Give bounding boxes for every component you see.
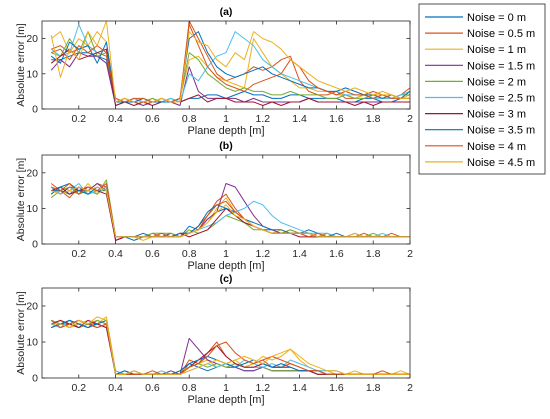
x-tick-label: 0.6 [145, 248, 160, 260]
series-group [50, 316, 410, 375]
x-tick-label: 1.6 [329, 248, 344, 260]
y-tick-label: 20 [26, 167, 38, 179]
y-axis-label: Absolute error [m] [15, 23, 27, 107]
x-tick-label: 0.6 [145, 382, 160, 394]
y-axis-label: Absolute error [m] [15, 291, 27, 375]
legend-label-5: Noise = 2 m [467, 76, 526, 88]
legend: Noise = 0 m Noise = 0.5 m Noise = 1 m Noise… [418, 3, 546, 175]
series-group [50, 21, 410, 106]
x-tick-label: 1.4 [292, 248, 307, 260]
y-tick-label: 10 [26, 203, 38, 215]
x-tick-label: 1 [223, 248, 229, 260]
x-tick-label: 0.2 [71, 113, 86, 125]
series-line-9 [51, 24, 410, 103]
x-tick-label: 1.8 [366, 248, 381, 260]
series-line-10 [51, 316, 410, 375]
x-tick-label: 1.2 [255, 248, 270, 260]
legend-label-4: Noise = 1.5 m [467, 60, 535, 72]
legend-label-7: Noise = 3 m [467, 109, 526, 121]
x-tick-label: 0.4 [108, 248, 123, 260]
x-tick-label: 0.2 [71, 248, 86, 260]
y-tick-label: 20 [26, 301, 38, 313]
axes-background [42, 288, 410, 378]
y-tick-label: 20 [26, 33, 38, 45]
x-tick-label: 1.2 [255, 113, 270, 125]
x-tick-label: 0.4 [108, 113, 123, 125]
x-tick-label: 1.6 [329, 382, 344, 394]
x-tick-label: 1.4 [292, 113, 307, 125]
legend-label-6: Noise = 2.5 m [467, 93, 535, 105]
x-axis-label: Plane depth [m] [187, 125, 264, 137]
x-tick-label: 0.8 [182, 248, 197, 260]
axes-background [42, 21, 410, 109]
y-tick-label: 10 [26, 337, 38, 349]
y-axis-label: Absolute error [m] [15, 158, 27, 242]
series-line-4 [50, 52, 410, 106]
legend-label-10: Noise = 4.5 m [467, 157, 535, 169]
chart-title: (a) [220, 6, 233, 18]
x-axis-label: Plane depth [m] [187, 394, 264, 406]
x-tick-label: 0.6 [145, 113, 160, 125]
x-tick-label: 1.2 [255, 382, 270, 394]
y-tick-label: 0 [32, 104, 38, 116]
series-group [50, 179, 410, 241]
legend-label-8: Noise = 3.5 m [467, 125, 535, 137]
legend-label-9: Noise = 4 m [467, 141, 526, 153]
x-tick-label: 2 [407, 382, 413, 394]
x-tick-label: 0.8 [182, 113, 197, 125]
x-tick-label: 0.8 [182, 382, 197, 394]
x-axis-label: Plane depth [m] [187, 260, 264, 272]
y-tick-label: 10 [26, 68, 38, 80]
x-tick-label: 0.4 [108, 382, 123, 394]
legend-label-2: Noise = 0.5 m [467, 28, 535, 40]
legend-label-3: Noise = 1 m [467, 44, 526, 56]
series-line-10 [50, 21, 410, 103]
y-tick-label: 0 [32, 373, 38, 385]
y-tick-label: 0 [32, 239, 38, 251]
chart-title: (c) [220, 273, 233, 285]
legend-label-1: Noise = 0 m [467, 12, 526, 24]
x-tick-label: 1 [223, 382, 229, 394]
series-line-10 [51, 186, 410, 238]
axes-background [42, 155, 410, 244]
chart-title: (b) [219, 140, 232, 152]
x-tick-label: 1.4 [292, 382, 307, 394]
x-tick-label: 2 [407, 248, 413, 260]
x-tick-label: 1.8 [366, 382, 381, 394]
x-tick-label: 2 [407, 113, 413, 125]
x-tick-label: 1.8 [366, 113, 381, 125]
x-tick-label: 1.6 [329, 113, 344, 125]
x-tick-label: 0.2 [71, 382, 86, 394]
x-tick-label: 1 [223, 113, 229, 125]
